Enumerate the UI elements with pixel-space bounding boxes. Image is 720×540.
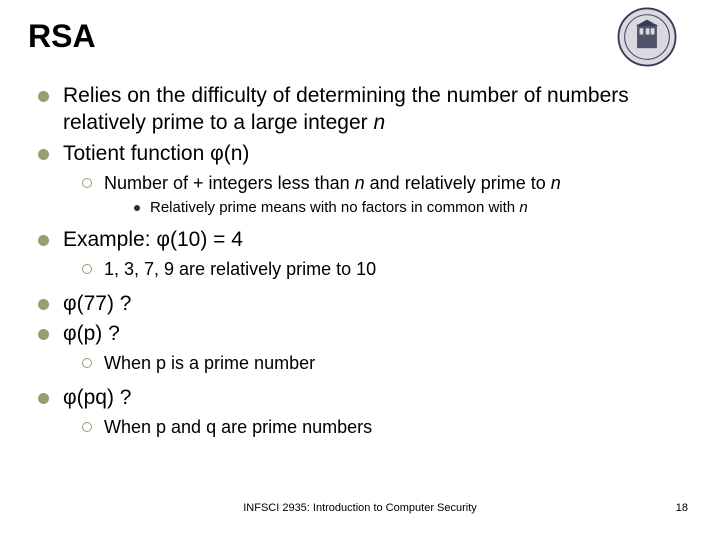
bullet-level-0: Example: φ(10) = 4 [38,227,692,254]
bullet-icon [38,91,49,102]
bullet-level-0: φ(77) ? [38,291,692,318]
bullet-text: φ(p) ? [63,321,692,348]
bullet-text: When p is a prime number [104,352,692,375]
bullet-text: Totient function φ(n) [63,141,692,168]
text-italic: n [519,199,527,216]
text-run: Totient function [63,142,210,165]
bullet-text: When p and q are prime numbers [104,416,692,439]
bullet-text: Relatively prime means with no factors i… [150,198,692,218]
text-run: and relatively prime to [365,173,551,193]
slide-title: RSA [28,18,692,55]
bullet-level-1: When p is a prime number [82,352,692,375]
bullet-text: φ(pq) ? [63,385,692,412]
text-run: Number of + integers less than [104,173,355,193]
bullet-text: 1, 3, 7, 9 are relatively prime to 10 [104,258,692,281]
text-run: Relatively prime means with no factors i… [150,199,519,216]
bullet-icon [38,329,49,340]
bullet-open-icon [82,178,92,188]
bullet-level-0: φ(pq) ? [38,385,692,412]
text-italic: n [551,173,561,193]
footer-course: INFSCI 2935: Introduction to Computer Se… [0,502,720,514]
slide: RSA Relies on the difficulty of determin… [0,0,720,540]
bullet-text: Example: φ(10) = 4 [63,227,692,254]
bullet-level-0: φ(p) ? [38,321,692,348]
text-italic: n [373,111,385,134]
bullet-text: Relies on the difficulty of determining … [63,83,692,137]
footer-page-number: 18 [676,502,688,514]
bullet-icon [38,393,49,404]
bullet-level-1: Number of + integers less than n and rel… [82,172,692,195]
text-italic: n [355,173,365,193]
bullet-level-2: Relatively prime means with no factors i… [134,198,692,218]
bullet-text: Number of + integers less than n and rel… [104,172,692,195]
bullet-text: φ(77) ? [63,291,692,318]
text-run: Relies on the difficulty of determining … [63,84,629,134]
bullet-level-1: When p and q are prime numbers [82,416,692,439]
bullet-icon [38,235,49,246]
university-seal-icon [616,6,678,68]
bullet-open-icon [82,422,92,432]
text-run: φ(n) [210,142,249,165]
bullet-icon [38,149,49,160]
bullet-small-icon [134,205,140,211]
bullet-open-icon [82,358,92,368]
bullet-level-0: Totient function φ(n) [38,141,692,168]
bullet-level-0: Relies on the difficulty of determining … [38,83,692,137]
bullet-level-1: 1, 3, 7, 9 are relatively prime to 10 [82,258,692,281]
bullet-icon [38,299,49,310]
bullet-open-icon [82,264,92,274]
